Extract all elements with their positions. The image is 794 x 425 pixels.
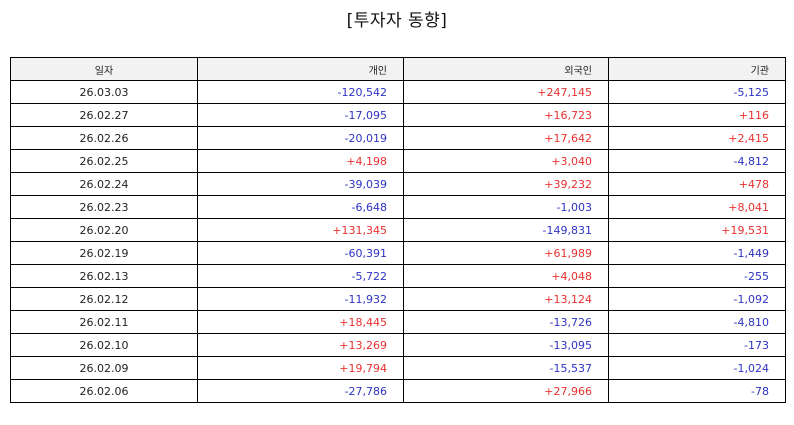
institution-cell: -4,812 xyxy=(608,149,786,173)
individual-cell: -20,019 xyxy=(197,126,404,150)
foreign-cell: +61,989 xyxy=(403,241,609,265)
individual-cell: -60,391 xyxy=(197,241,404,265)
institution-cell: -5,125 xyxy=(608,80,786,104)
date-cell: 26.02.20 xyxy=(10,218,198,242)
institution-cell: -173 xyxy=(608,333,786,357)
individual-cell: +19,794 xyxy=(197,356,404,380)
table-row: 26.02.06 -27,786 +27,966 -78 xyxy=(10,379,786,403)
foreign-cell: -149,831 xyxy=(403,218,609,242)
date-cell: 26.02.11 xyxy=(10,310,198,334)
table-row: 26.03.03 -120,542 +247,145 -5,125 xyxy=(10,80,786,104)
header-foreign: 외국인 xyxy=(403,57,609,81)
page-title: [투자자 동향] xyxy=(346,11,448,31)
date-cell: 26.02.06 xyxy=(10,379,198,403)
foreign-cell: +4,048 xyxy=(403,264,609,288)
individual-cell: -120,542 xyxy=(197,80,404,104)
date-cell: 26.02.27 xyxy=(10,103,198,127)
institution-cell: +116 xyxy=(608,103,786,127)
header-row: 일자 개인 외국인 기관 xyxy=(10,57,786,81)
table-row: 26.02.20 +131,345 -149,831 +19,531 xyxy=(10,218,786,242)
institution-cell: +8,041 xyxy=(608,195,786,219)
individual-cell: -11,932 xyxy=(197,287,404,311)
institution-cell: -4,810 xyxy=(608,310,786,334)
institution-cell: +2,415 xyxy=(608,126,786,150)
table-row: 26.02.10 +13,269 -13,095 -173 xyxy=(10,333,786,357)
institution-cell: +19,531 xyxy=(608,218,786,242)
foreign-cell: +27,966 xyxy=(403,379,609,403)
foreign-cell: +3,040 xyxy=(403,149,609,173)
date-cell: 26.02.26 xyxy=(10,126,198,150)
table-row: 26.02.19 -60,391 +61,989 -1,449 xyxy=(10,241,786,265)
header-individual: 개인 xyxy=(197,57,404,81)
foreign-cell: -13,095 xyxy=(403,333,609,357)
foreign-cell: +13,124 xyxy=(403,287,609,311)
table-header: 일자 개인 외국인 기관 xyxy=(10,57,786,81)
institution-cell: -78 xyxy=(608,379,786,403)
investor-trend-table: 일자 개인 외국인 기관 26.03.03 -120,542 +247,145 -5,… xyxy=(10,57,786,403)
foreign-cell: -1,003 xyxy=(403,195,609,219)
date-cell: 26.03.03 xyxy=(10,80,198,104)
institution-cell: +478 xyxy=(608,172,786,196)
institution-cell: -255 xyxy=(608,264,786,288)
date-cell: 26.02.25 xyxy=(10,149,198,173)
date-cell: 26.02.12 xyxy=(10,287,198,311)
date-cell: 26.02.09 xyxy=(10,356,198,380)
individual-cell: -6,648 xyxy=(197,195,404,219)
table-row: 26.02.26 -20,019 +17,642 +2,415 xyxy=(10,126,786,150)
foreign-cell: +16,723 xyxy=(403,103,609,127)
individual-cell: +4,198 xyxy=(197,149,404,173)
date-cell: 26.02.19 xyxy=(10,241,198,265)
foreign-cell: +247,145 xyxy=(403,80,609,104)
individual-cell: +131,345 xyxy=(197,218,404,242)
table-row: 26.02.25 +4,198 +3,040 -4,812 xyxy=(10,149,786,173)
individual-cell: -39,039 xyxy=(197,172,404,196)
table-row: 26.02.24 -39,039 +39,232 +478 xyxy=(10,172,786,196)
individual-cell: -27,786 xyxy=(197,379,404,403)
header-date: 일자 xyxy=(10,57,198,81)
header-institution: 기관 xyxy=(608,57,786,81)
date-cell: 26.02.13 xyxy=(10,264,198,288)
date-cell: 26.02.24 xyxy=(10,172,198,196)
institution-cell: -1,449 xyxy=(608,241,786,265)
individual-cell: -5,722 xyxy=(197,264,404,288)
date-cell: 26.02.10 xyxy=(10,333,198,357)
table-row: 26.02.27 -17,095 +16,723 +116 xyxy=(10,103,786,127)
individual-cell: +13,269 xyxy=(197,333,404,357)
date-cell: 26.02.23 xyxy=(10,195,198,219)
institution-cell: -1,092 xyxy=(608,287,786,311)
table-row: 26.02.09 +19,794 -15,537 -1,024 xyxy=(10,356,786,380)
foreign-cell: -15,537 xyxy=(403,356,609,380)
foreign-cell: +17,642 xyxy=(403,126,609,150)
individual-cell: +18,445 xyxy=(197,310,404,334)
institution-cell: -1,024 xyxy=(608,356,786,380)
table-row: 26.02.13 -5,722 +4,048 -255 xyxy=(10,264,786,288)
table-row: 26.02.12 -11,932 +13,124 -1,092 xyxy=(10,287,786,311)
foreign-cell: -13,726 xyxy=(403,310,609,334)
foreign-cell: +39,232 xyxy=(403,172,609,196)
table-row: 26.02.11 +18,445 -13,726 -4,810 xyxy=(10,310,786,334)
table-row: 26.02.23 -6,648 -1,003 +8,041 xyxy=(10,195,786,219)
table-body: 26.03.03 -120,542 +247,145 -5,125 26.02.27 -1… xyxy=(10,80,786,403)
individual-cell: -17,095 xyxy=(197,103,404,127)
